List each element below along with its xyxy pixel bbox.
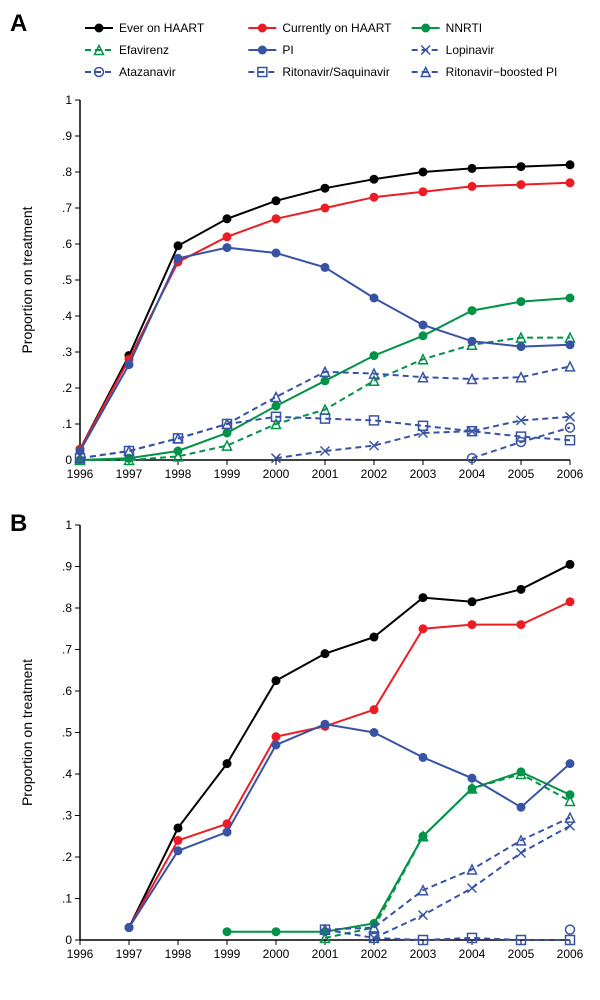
svg-text:Ever on HAART: Ever on HAART — [119, 21, 205, 35]
svg-text:NNRTI: NNRTI — [446, 21, 482, 35]
svg-text:Ritonavir−boosted PI: Ritonavir−boosted PI — [446, 65, 558, 79]
svg-text:.9: .9 — [62, 129, 72, 143]
svg-text:.2: .2 — [62, 381, 72, 395]
panel-a-label: A — [10, 10, 27, 38]
svg-text:2000: 2000 — [263, 467, 290, 481]
svg-text:2003: 2003 — [410, 947, 437, 961]
svg-text:PI: PI — [282, 43, 293, 57]
svg-text:Proportion on treatment: Proportion on treatment — [19, 206, 35, 353]
svg-text:0: 0 — [65, 453, 72, 467]
svg-text:1998: 1998 — [165, 467, 192, 481]
svg-text:2005: 2005 — [508, 947, 535, 961]
svg-text:2005: 2005 — [508, 467, 535, 481]
svg-text:2001: 2001 — [312, 467, 339, 481]
svg-text:2002: 2002 — [361, 947, 388, 961]
svg-text:.5: .5 — [62, 273, 72, 287]
svg-text:Ritonavir/Saquinavir: Ritonavir/Saquinavir — [282, 65, 389, 79]
svg-text:.2: .2 — [62, 850, 72, 864]
svg-text:1999: 1999 — [214, 947, 241, 961]
svg-text:1996: 1996 — [67, 947, 94, 961]
svg-text:.9: .9 — [62, 560, 72, 574]
svg-text:2001: 2001 — [312, 947, 339, 961]
svg-text:.6: .6 — [62, 684, 72, 698]
svg-text:2004: 2004 — [459, 467, 486, 481]
svg-text:Proportion on treatment: Proportion on treatment — [19, 659, 35, 806]
svg-text:0: 0 — [65, 933, 72, 947]
svg-text:.4: .4 — [62, 309, 72, 323]
svg-text:1999: 1999 — [214, 467, 241, 481]
svg-text:.8: .8 — [62, 601, 72, 615]
svg-text:.1: .1 — [62, 892, 72, 906]
svg-text:2003: 2003 — [410, 467, 437, 481]
svg-text:2002: 2002 — [361, 467, 388, 481]
panel-b-chart: 0 .1 .2 .3 .4 .5 .6 .7 .8 .9 1 1996 1997 1998 1999 2000… — [10, 510, 590, 970]
svg-text:.3: .3 — [62, 345, 72, 359]
svg-text:1996: 1996 — [67, 467, 94, 481]
svg-text:1: 1 — [65, 93, 72, 107]
svg-text:Atazanavir: Atazanavir — [119, 65, 176, 79]
svg-text:.4: .4 — [62, 767, 72, 781]
svg-text:.3: .3 — [62, 809, 72, 823]
svg-text:1: 1 — [65, 518, 72, 532]
svg-text:2004: 2004 — [459, 947, 486, 961]
svg-text:1997: 1997 — [116, 467, 143, 481]
svg-text:2006: 2006 — [557, 467, 584, 481]
svg-text:1998: 1998 — [165, 947, 192, 961]
panel-a-container: A 0 .1 .2 .3 .4 .5 .6 .7 .8 .9 1 1996 1997 1998 1999 20… — [10, 10, 590, 490]
svg-text:2000: 2000 — [263, 947, 290, 961]
panel-b-container: B 0 .1 .2 .3 .4 .5 .6 .7 .8 .9 1 1996 1997 1998 1999 20… — [10, 510, 590, 970]
svg-text:.8: .8 — [62, 165, 72, 179]
panel-b-label: B — [10, 510, 27, 538]
svg-text:Currently on HAART: Currently on HAART — [282, 21, 392, 35]
svg-text:1997: 1997 — [116, 947, 143, 961]
svg-text:.5: .5 — [62, 726, 72, 740]
panel-a-chart: 0 .1 .2 .3 .4 .5 .6 .7 .8 .9 1 1996 1997 1998 1999 2000… — [10, 10, 590, 490]
svg-text:.1: .1 — [62, 417, 72, 431]
svg-text:Lopinavir: Lopinavir — [446, 43, 495, 57]
svg-text:Efavirenz: Efavirenz — [119, 43, 169, 57]
svg-text:2006: 2006 — [557, 947, 584, 961]
svg-text:.7: .7 — [62, 643, 72, 657]
svg-text:.7: .7 — [62, 201, 72, 215]
svg-text:.6: .6 — [62, 237, 72, 251]
